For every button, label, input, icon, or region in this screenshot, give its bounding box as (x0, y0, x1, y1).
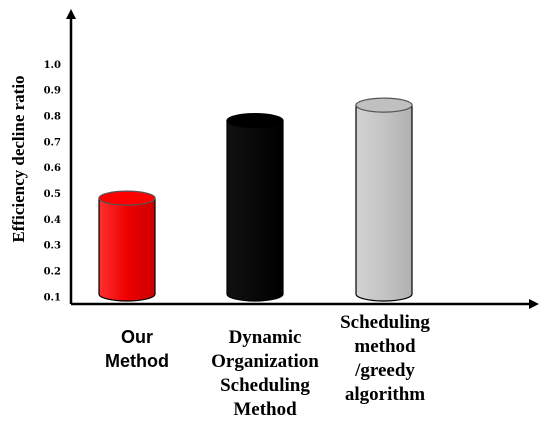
y-tick-label: 1.0 (44, 60, 61, 71)
y-tick-label: 0.5 (44, 189, 61, 200)
bar (98, 190, 156, 302)
category-label: Organization (211, 351, 319, 372)
bar-body (98, 197, 156, 302)
bar-top (98, 190, 156, 206)
y-tick-label: 0.4 (44, 215, 61, 226)
category-label: Scheduling (340, 312, 430, 333)
bar-body (226, 120, 284, 302)
y-tick-label: 0.3 (44, 241, 61, 252)
category-label: Our (121, 327, 153, 347)
y-tick-label: 0.9 (44, 86, 61, 97)
category-label: /greedy (354, 360, 415, 381)
bar (226, 113, 284, 302)
category-label: Method (105, 351, 169, 371)
y-tick-label: 0.2 (44, 266, 61, 277)
category-label: Method (233, 399, 297, 420)
category-label: algorithm (345, 384, 425, 405)
category-labels: Our Method Dynamic Organization Scheduling Me… (105, 312, 430, 420)
category-label: Scheduling (220, 375, 310, 396)
bar-top (226, 113, 284, 129)
y-tick-label: 0.1 (44, 292, 61, 303)
y-tick-label: 0.8 (44, 111, 61, 122)
y-tick-label: 0.6 (44, 163, 61, 174)
y-tick-labels: 0.1 0.2 0.3 0.4 0.5 0.6 0.7 0.8 0.9 1.0 (44, 60, 61, 303)
bars (98, 97, 413, 302)
bar (355, 97, 413, 302)
bar-body (355, 104, 413, 302)
y-axis-label: Efficiency decline ratio (9, 75, 28, 242)
y-tick-label: 0.7 (44, 137, 61, 148)
category-label: method (354, 336, 416, 357)
bar-top (355, 97, 413, 113)
category-label: Dynamic (229, 327, 302, 348)
